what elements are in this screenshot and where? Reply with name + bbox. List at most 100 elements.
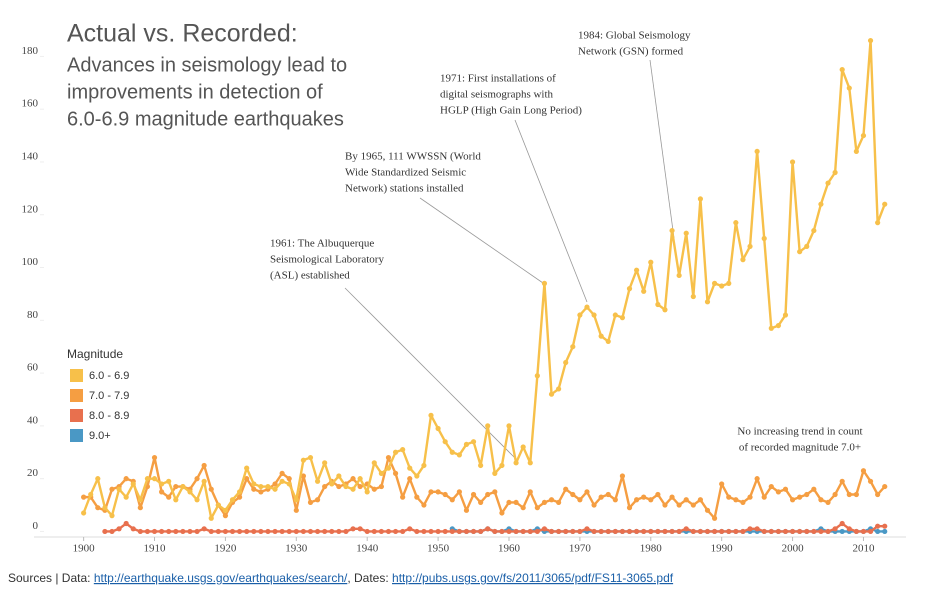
- data-point: [704, 507, 711, 513]
- data-point: [683, 497, 689, 503]
- data-point: [797, 528, 803, 535]
- data-point: [159, 528, 165, 535]
- data-point: [641, 494, 647, 500]
- data-point: [548, 528, 555, 535]
- data-point: [378, 483, 384, 490]
- data-point: [215, 528, 221, 535]
- annotation-text: digital seismographs with: [440, 89, 554, 101]
- data-point: [634, 528, 640, 535]
- footer-text: Sources | Data:: [8, 571, 94, 585]
- y-tick-label: 0: [33, 520, 39, 532]
- data-point: [371, 528, 377, 535]
- data-point: [159, 489, 165, 495]
- data-point: [236, 528, 243, 535]
- data-point: [222, 507, 229, 513]
- data-point: [690, 293, 696, 300]
- data-point: [456, 528, 462, 535]
- annotation-leader: [514, 119, 588, 303]
- data-point: [626, 505, 633, 511]
- data-point: [251, 528, 257, 535]
- data-point: [704, 528, 711, 535]
- data-point: [222, 528, 229, 535]
- data-point: [293, 507, 299, 513]
- data-point: [350, 476, 356, 482]
- data-point: [634, 267, 640, 273]
- data-point: [258, 489, 264, 495]
- x-tick-label: 2010: [852, 543, 875, 555]
- annotations: 1961: The Albuquerque Seismological Labor…: [270, 30, 863, 454]
- data-point: [392, 449, 399, 455]
- series-line: [83, 456, 886, 520]
- y-tick-label: 80: [27, 309, 39, 321]
- data-point: [229, 528, 236, 535]
- data-point: [598, 494, 604, 500]
- data-point: [95, 476, 101, 482]
- data-point: [797, 494, 803, 500]
- data-point: [839, 528, 845, 535]
- data-point: [726, 280, 732, 286]
- chart-subtitle: Advances in seismology lead to: [67, 54, 347, 76]
- data-point: [463, 441, 470, 447]
- data-point: [875, 220, 881, 226]
- data-point: [740, 257, 746, 263]
- data-point: [265, 483, 271, 490]
- data-point: [343, 528, 349, 535]
- data-point: [534, 505, 540, 511]
- data-point: [513, 528, 519, 535]
- data-point: [591, 528, 597, 535]
- data-point: [456, 452, 462, 458]
- data-point: [194, 476, 200, 482]
- data-point: [570, 528, 576, 535]
- x-tick-label: 1900: [73, 543, 96, 555]
- data-point: [853, 148, 859, 155]
- data-point: [435, 425, 441, 432]
- data-point: [272, 486, 278, 492]
- data-point: [116, 526, 122, 532]
- data-point: [244, 528, 250, 535]
- data-point: [272, 528, 278, 535]
- data-point: [258, 483, 264, 490]
- data-point: [648, 259, 654, 265]
- data-point: [244, 476, 250, 482]
- data-point: [272, 481, 278, 487]
- data-point: [726, 494, 732, 500]
- data-point: [208, 486, 214, 492]
- data-point: [187, 528, 193, 535]
- data-point: [492, 528, 498, 535]
- data-point: [151, 476, 158, 482]
- data-point: [463, 507, 470, 513]
- data-point: [109, 486, 115, 492]
- data-point: [428, 412, 434, 418]
- data-point: [740, 499, 746, 506]
- footer-link[interactable]: http://pubs.usgs.gov/fs/2011/3065/pdf/FS…: [392, 571, 674, 585]
- data-point: [506, 423, 512, 429]
- data-point: [357, 476, 363, 482]
- x-tick-label: 1910: [144, 543, 167, 555]
- data-point: [499, 462, 505, 469]
- data-point: [343, 483, 349, 490]
- data-point: [159, 481, 165, 487]
- data-point: [350, 526, 356, 532]
- y-tick-label: 100: [22, 256, 39, 268]
- data-point: [414, 494, 420, 500]
- data-point: [421, 528, 427, 535]
- data-point: [123, 494, 129, 500]
- data-point: [329, 481, 335, 487]
- data-point: [662, 307, 668, 313]
- data-point: [754, 148, 760, 155]
- footer-text: , Dates:: [347, 571, 392, 585]
- data-point: [286, 481, 292, 487]
- annotation-text: 1961: The Albuquerque: [270, 238, 374, 250]
- data-point: [336, 528, 342, 535]
- data-point: [619, 473, 626, 479]
- data-point: [669, 528, 675, 535]
- data-point: [711, 515, 718, 521]
- footer-link[interactable]: http://earthquake.usgs.gov/earthquakes/s…: [94, 571, 348, 585]
- data-point: [867, 37, 874, 44]
- data-point: [300, 473, 306, 479]
- data-point: [95, 505, 101, 511]
- y-tick-label: 120: [22, 203, 39, 215]
- data-point: [236, 494, 243, 500]
- data-point: [428, 489, 434, 495]
- data-point: [846, 85, 852, 91]
